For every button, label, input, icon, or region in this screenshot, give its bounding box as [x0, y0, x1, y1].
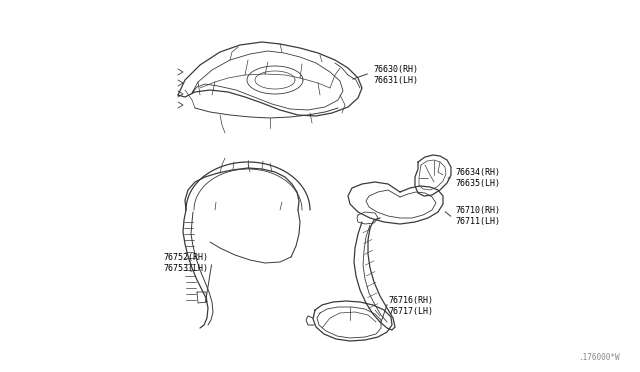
Text: .176000*W: .176000*W — [579, 353, 620, 362]
Text: 76716(RH)
76717(LH): 76716(RH) 76717(LH) — [388, 296, 433, 316]
Text: 76752(RH)
76753(LH): 76752(RH) 76753(LH) — [163, 253, 208, 273]
Text: 76630(RH)
76631(LH): 76630(RH) 76631(LH) — [373, 65, 418, 85]
Text: 76634(RH)
76635(LH): 76634(RH) 76635(LH) — [455, 168, 500, 188]
Text: 76710(RH)
76711(LH): 76710(RH) 76711(LH) — [455, 206, 500, 226]
